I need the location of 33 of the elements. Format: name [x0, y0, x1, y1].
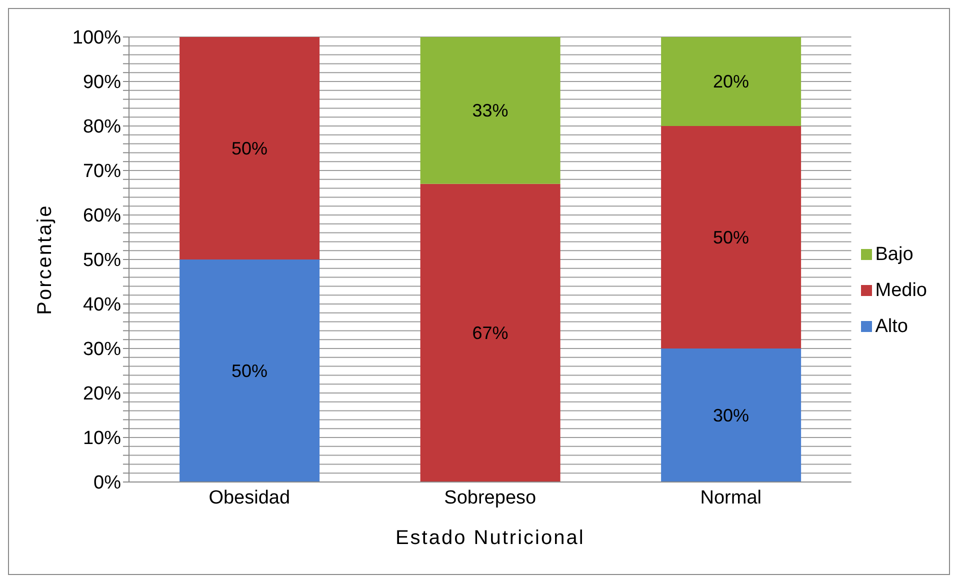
- y-tick-label: 60%: [82, 206, 122, 227]
- x-tick-label: Sobrepeso: [444, 487, 536, 508]
- data-label: 67%: [472, 322, 508, 343]
- y-tick-label: 70%: [82, 161, 122, 182]
- data-label: 20%: [713, 72, 750, 92]
- y-tick-label: 0%: [94, 472, 122, 494]
- bar: [420, 184, 560, 482]
- y-tick-label: 50%: [82, 250, 122, 272]
- x-tick-label: Normal: [700, 487, 762, 508]
- legend-label: Alto: [875, 316, 908, 338]
- data-label: 50%: [232, 138, 268, 158]
- y-tick-label: 20%: [82, 384, 122, 405]
- y-tick-label: 100%: [72, 28, 122, 49]
- y-tick-label: 10%: [82, 428, 122, 450]
- data-label: 50%: [713, 227, 750, 248]
- x-axis-title: Estado Nutricional: [395, 527, 585, 549]
- y-tick-label: 30%: [82, 339, 122, 360]
- bar: [661, 348, 802, 482]
- y-tick-label: 90%: [82, 72, 122, 94]
- legend-label: Bajo: [875, 244, 914, 266]
- y-tick-label: 40%: [82, 294, 122, 316]
- bar: [180, 260, 320, 482]
- bar: [420, 37, 560, 184]
- bar: [180, 37, 320, 260]
- legend-label: Medio: [875, 280, 927, 302]
- x-tick-label: Obesidad: [208, 487, 290, 508]
- bar: [661, 126, 802, 348]
- bar: [661, 37, 802, 126]
- data-label: 33%: [472, 100, 508, 120]
- y-axis-title: Porcentaje: [34, 204, 56, 315]
- data-label: 50%: [232, 360, 268, 381]
- y-tick-label: 80%: [82, 116, 122, 138]
- data-label: 30%: [713, 405, 750, 426]
